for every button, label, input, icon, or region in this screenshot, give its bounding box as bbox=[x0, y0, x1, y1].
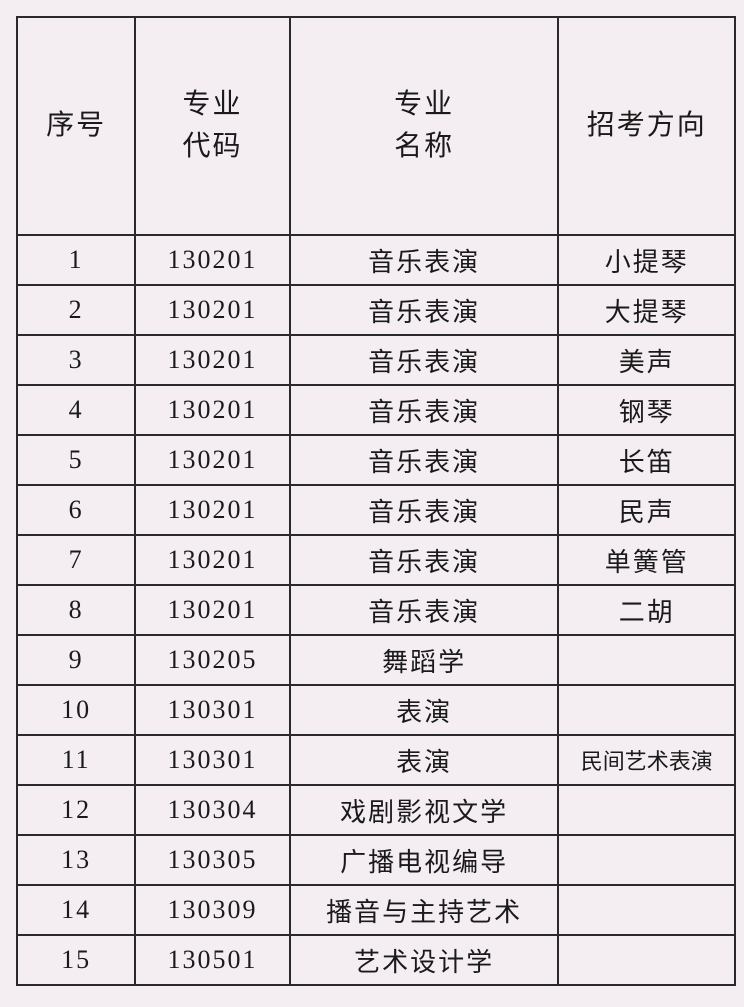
cell-name: 音乐表演 bbox=[290, 335, 559, 385]
header-name: 专业 名称 bbox=[290, 17, 559, 235]
table-row: 6130201音乐表演民声 bbox=[17, 485, 735, 535]
cell-dir: 民声 bbox=[558, 485, 735, 535]
major-table: 序号 专业 代码 专业 名称 招考方向 1130201音乐表演小提琴213020… bbox=[16, 16, 736, 986]
cell-name: 戏剧影视文学 bbox=[290, 785, 559, 835]
cell-seq: 5 bbox=[17, 435, 135, 485]
cell-seq: 15 bbox=[17, 935, 135, 985]
cell-code: 130205 bbox=[135, 635, 289, 685]
cell-seq: 14 bbox=[17, 885, 135, 935]
cell-seq: 13 bbox=[17, 835, 135, 885]
cell-name: 舞蹈学 bbox=[290, 635, 559, 685]
cell-code: 130201 bbox=[135, 385, 289, 435]
table-row: 5130201音乐表演长笛 bbox=[17, 435, 735, 485]
cell-name: 音乐表演 bbox=[290, 385, 559, 435]
cell-seq: 3 bbox=[17, 335, 135, 385]
cell-seq: 10 bbox=[17, 685, 135, 735]
header-seq-label: 序号 bbox=[22, 105, 130, 147]
cell-code: 130301 bbox=[135, 735, 289, 785]
cell-name: 音乐表演 bbox=[290, 235, 559, 285]
cell-seq: 7 bbox=[17, 535, 135, 585]
cell-seq: 4 bbox=[17, 385, 135, 435]
cell-name: 音乐表演 bbox=[290, 435, 559, 485]
table-row: 14130309播音与主持艺术 bbox=[17, 885, 735, 935]
cell-seq: 8 bbox=[17, 585, 135, 635]
table-row: 1130201音乐表演小提琴 bbox=[17, 235, 735, 285]
header-name-label-1: 专业 bbox=[295, 84, 554, 126]
cell-name: 音乐表演 bbox=[290, 585, 559, 635]
header-row: 序号 专业 代码 专业 名称 招考方向 bbox=[17, 17, 735, 235]
cell-name: 广播电视编导 bbox=[290, 835, 559, 885]
table-row: 8130201音乐表演二胡 bbox=[17, 585, 735, 635]
cell-dir bbox=[558, 635, 735, 685]
cell-seq: 2 bbox=[17, 285, 135, 335]
table-body: 1130201音乐表演小提琴2130201音乐表演大提琴3130201音乐表演美… bbox=[17, 235, 735, 985]
header-dir: 招考方向 bbox=[558, 17, 735, 235]
header-code-label-1: 专业 bbox=[140, 84, 284, 126]
table-row: 7130201音乐表演单簧管 bbox=[17, 535, 735, 585]
table-row: 2130201音乐表演大提琴 bbox=[17, 285, 735, 335]
cell-dir bbox=[558, 685, 735, 735]
cell-dir: 小提琴 bbox=[558, 235, 735, 285]
header-code: 专业 代码 bbox=[135, 17, 289, 235]
cell-name: 音乐表演 bbox=[290, 535, 559, 585]
cell-code: 130201 bbox=[135, 535, 289, 585]
header-code-label-2: 代码 bbox=[140, 126, 284, 168]
cell-dir bbox=[558, 835, 735, 885]
cell-code: 130309 bbox=[135, 885, 289, 935]
table-header: 序号 专业 代码 专业 名称 招考方向 bbox=[17, 17, 735, 235]
cell-seq: 1 bbox=[17, 235, 135, 285]
cell-seq: 9 bbox=[17, 635, 135, 685]
cell-code: 130501 bbox=[135, 935, 289, 985]
table-row: 10130301表演 bbox=[17, 685, 735, 735]
table-row: 11130301表演民间艺术表演 bbox=[17, 735, 735, 785]
table-row: 3130201音乐表演美声 bbox=[17, 335, 735, 385]
cell-code: 130304 bbox=[135, 785, 289, 835]
cell-dir: 长笛 bbox=[558, 435, 735, 485]
cell-dir bbox=[558, 785, 735, 835]
cell-dir: 大提琴 bbox=[558, 285, 735, 335]
cell-code: 130201 bbox=[135, 435, 289, 485]
cell-dir: 二胡 bbox=[558, 585, 735, 635]
table-row: 9130205舞蹈学 bbox=[17, 635, 735, 685]
table-row: 13130305广播电视编导 bbox=[17, 835, 735, 885]
cell-name: 音乐表演 bbox=[290, 485, 559, 535]
header-seq: 序号 bbox=[17, 17, 135, 235]
header-name-label-2: 名称 bbox=[295, 126, 554, 168]
cell-code: 130201 bbox=[135, 335, 289, 385]
cell-seq: 11 bbox=[17, 735, 135, 785]
cell-seq: 6 bbox=[17, 485, 135, 535]
cell-name: 音乐表演 bbox=[290, 285, 559, 335]
table-row: 4130201音乐表演钢琴 bbox=[17, 385, 735, 435]
major-table-container: 序号 专业 代码 专业 名称 招考方向 1130201音乐表演小提琴213020… bbox=[0, 0, 744, 1002]
cell-dir: 单簧管 bbox=[558, 535, 735, 585]
cell-code: 130201 bbox=[135, 485, 289, 535]
cell-name: 表演 bbox=[290, 685, 559, 735]
cell-dir bbox=[558, 885, 735, 935]
header-dir-label: 招考方向 bbox=[563, 105, 730, 147]
cell-dir: 美声 bbox=[558, 335, 735, 385]
cell-dir: 钢琴 bbox=[558, 385, 735, 435]
cell-dir bbox=[558, 935, 735, 985]
cell-code: 130201 bbox=[135, 285, 289, 335]
cell-code: 130201 bbox=[135, 235, 289, 285]
cell-code: 130301 bbox=[135, 685, 289, 735]
cell-code: 130201 bbox=[135, 585, 289, 635]
table-row: 12130304戏剧影视文学 bbox=[17, 785, 735, 835]
cell-dir: 民间艺术表演 bbox=[558, 735, 735, 785]
cell-name: 艺术设计学 bbox=[290, 935, 559, 985]
cell-name: 播音与主持艺术 bbox=[290, 885, 559, 935]
cell-code: 130305 bbox=[135, 835, 289, 885]
table-row: 15130501艺术设计学 bbox=[17, 935, 735, 985]
cell-seq: 12 bbox=[17, 785, 135, 835]
cell-name: 表演 bbox=[290, 735, 559, 785]
